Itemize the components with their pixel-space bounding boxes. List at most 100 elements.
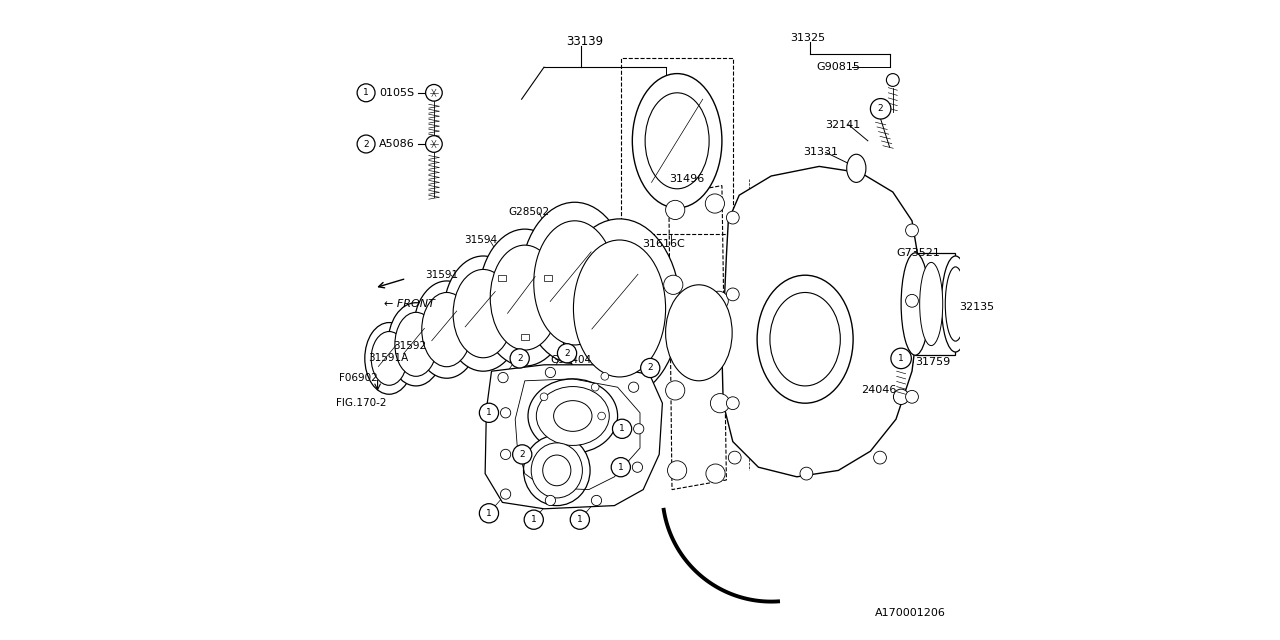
Circle shape [357, 135, 375, 153]
Ellipse shape [945, 267, 966, 341]
Text: 31592: 31592 [394, 340, 426, 351]
Bar [621, 58, 732, 234]
Text: 2: 2 [648, 364, 653, 372]
Circle shape [709, 291, 728, 310]
Circle shape [886, 74, 899, 86]
Ellipse shape [536, 387, 609, 445]
Circle shape [906, 390, 919, 403]
Ellipse shape [444, 256, 524, 371]
Circle shape [727, 397, 740, 410]
Text: 31325: 31325 [791, 33, 826, 44]
Text: 1: 1 [899, 354, 904, 363]
Ellipse shape [771, 292, 841, 386]
Text: 2: 2 [520, 450, 525, 459]
Circle shape [540, 393, 548, 401]
Circle shape [509, 349, 530, 368]
Ellipse shape [479, 229, 571, 366]
Text: 32141: 32141 [826, 120, 861, 130]
Ellipse shape [553, 401, 591, 431]
Text: 31594: 31594 [465, 235, 497, 245]
Circle shape [727, 288, 740, 301]
Circle shape [874, 451, 886, 464]
Text: 0105S: 0105S [379, 88, 413, 98]
Circle shape [500, 489, 511, 499]
Circle shape [425, 84, 443, 101]
Ellipse shape [534, 221, 616, 345]
Circle shape [800, 467, 813, 480]
Text: G73521: G73521 [896, 248, 940, 258]
Ellipse shape [919, 262, 942, 346]
Text: G90815: G90815 [817, 62, 860, 72]
Text: 2: 2 [878, 104, 883, 113]
Circle shape [425, 136, 443, 152]
Text: 1: 1 [620, 424, 625, 433]
Ellipse shape [413, 281, 480, 378]
Text: 32135: 32135 [959, 302, 993, 312]
Ellipse shape [388, 303, 444, 386]
Circle shape [545, 495, 556, 506]
Circle shape [727, 211, 740, 224]
Bar [498, 275, 506, 281]
Circle shape [641, 358, 660, 378]
Circle shape [710, 394, 730, 413]
Ellipse shape [521, 202, 630, 364]
Text: 1: 1 [486, 408, 492, 417]
Circle shape [612, 419, 632, 438]
Ellipse shape [524, 435, 590, 506]
Bar [544, 275, 552, 281]
Circle shape [666, 381, 685, 400]
Text: 2: 2 [564, 349, 570, 358]
Ellipse shape [543, 455, 571, 486]
Ellipse shape [666, 285, 732, 381]
Circle shape [479, 504, 499, 523]
Circle shape [634, 424, 644, 434]
Circle shape [598, 412, 605, 420]
Circle shape [632, 462, 643, 472]
Text: 31759: 31759 [915, 356, 951, 367]
Circle shape [628, 382, 639, 392]
Text: ← FRONT: ← FRONT [384, 299, 435, 309]
Ellipse shape [847, 154, 865, 182]
Text: FIG.170-2: FIG.170-2 [335, 398, 387, 408]
Circle shape [668, 461, 687, 480]
Ellipse shape [394, 312, 438, 376]
Circle shape [558, 344, 576, 363]
Text: 24046: 24046 [860, 385, 896, 396]
Bar [915, 253, 955, 355]
Ellipse shape [365, 323, 413, 394]
Ellipse shape [453, 269, 513, 358]
Ellipse shape [573, 240, 666, 377]
Circle shape [705, 194, 724, 213]
Circle shape [524, 510, 544, 529]
Bar [521, 334, 529, 340]
Text: 2: 2 [364, 140, 369, 148]
Text: A170001206: A170001206 [876, 608, 946, 618]
Circle shape [891, 348, 911, 369]
Circle shape [906, 294, 919, 307]
Polygon shape [485, 365, 663, 509]
Text: G97404: G97404 [550, 355, 591, 365]
Ellipse shape [422, 292, 472, 367]
Circle shape [498, 372, 508, 383]
Circle shape [591, 383, 599, 391]
Text: 31591: 31591 [425, 270, 458, 280]
Circle shape [545, 367, 556, 378]
Circle shape [893, 389, 909, 404]
Text: 1: 1 [531, 515, 536, 524]
Ellipse shape [531, 443, 582, 498]
Polygon shape [722, 166, 919, 477]
Text: 33139: 33139 [566, 35, 604, 48]
Ellipse shape [645, 93, 709, 189]
Ellipse shape [529, 379, 617, 453]
Circle shape [591, 495, 602, 506]
Text: 1: 1 [364, 88, 369, 97]
Text: G28502: G28502 [508, 207, 550, 218]
Circle shape [906, 224, 919, 237]
Text: F06902: F06902 [339, 372, 378, 383]
Circle shape [570, 510, 589, 529]
Ellipse shape [490, 245, 559, 350]
Circle shape [500, 449, 511, 460]
Ellipse shape [942, 256, 970, 352]
Text: 2: 2 [517, 354, 522, 363]
Text: 31331: 31331 [804, 147, 838, 157]
